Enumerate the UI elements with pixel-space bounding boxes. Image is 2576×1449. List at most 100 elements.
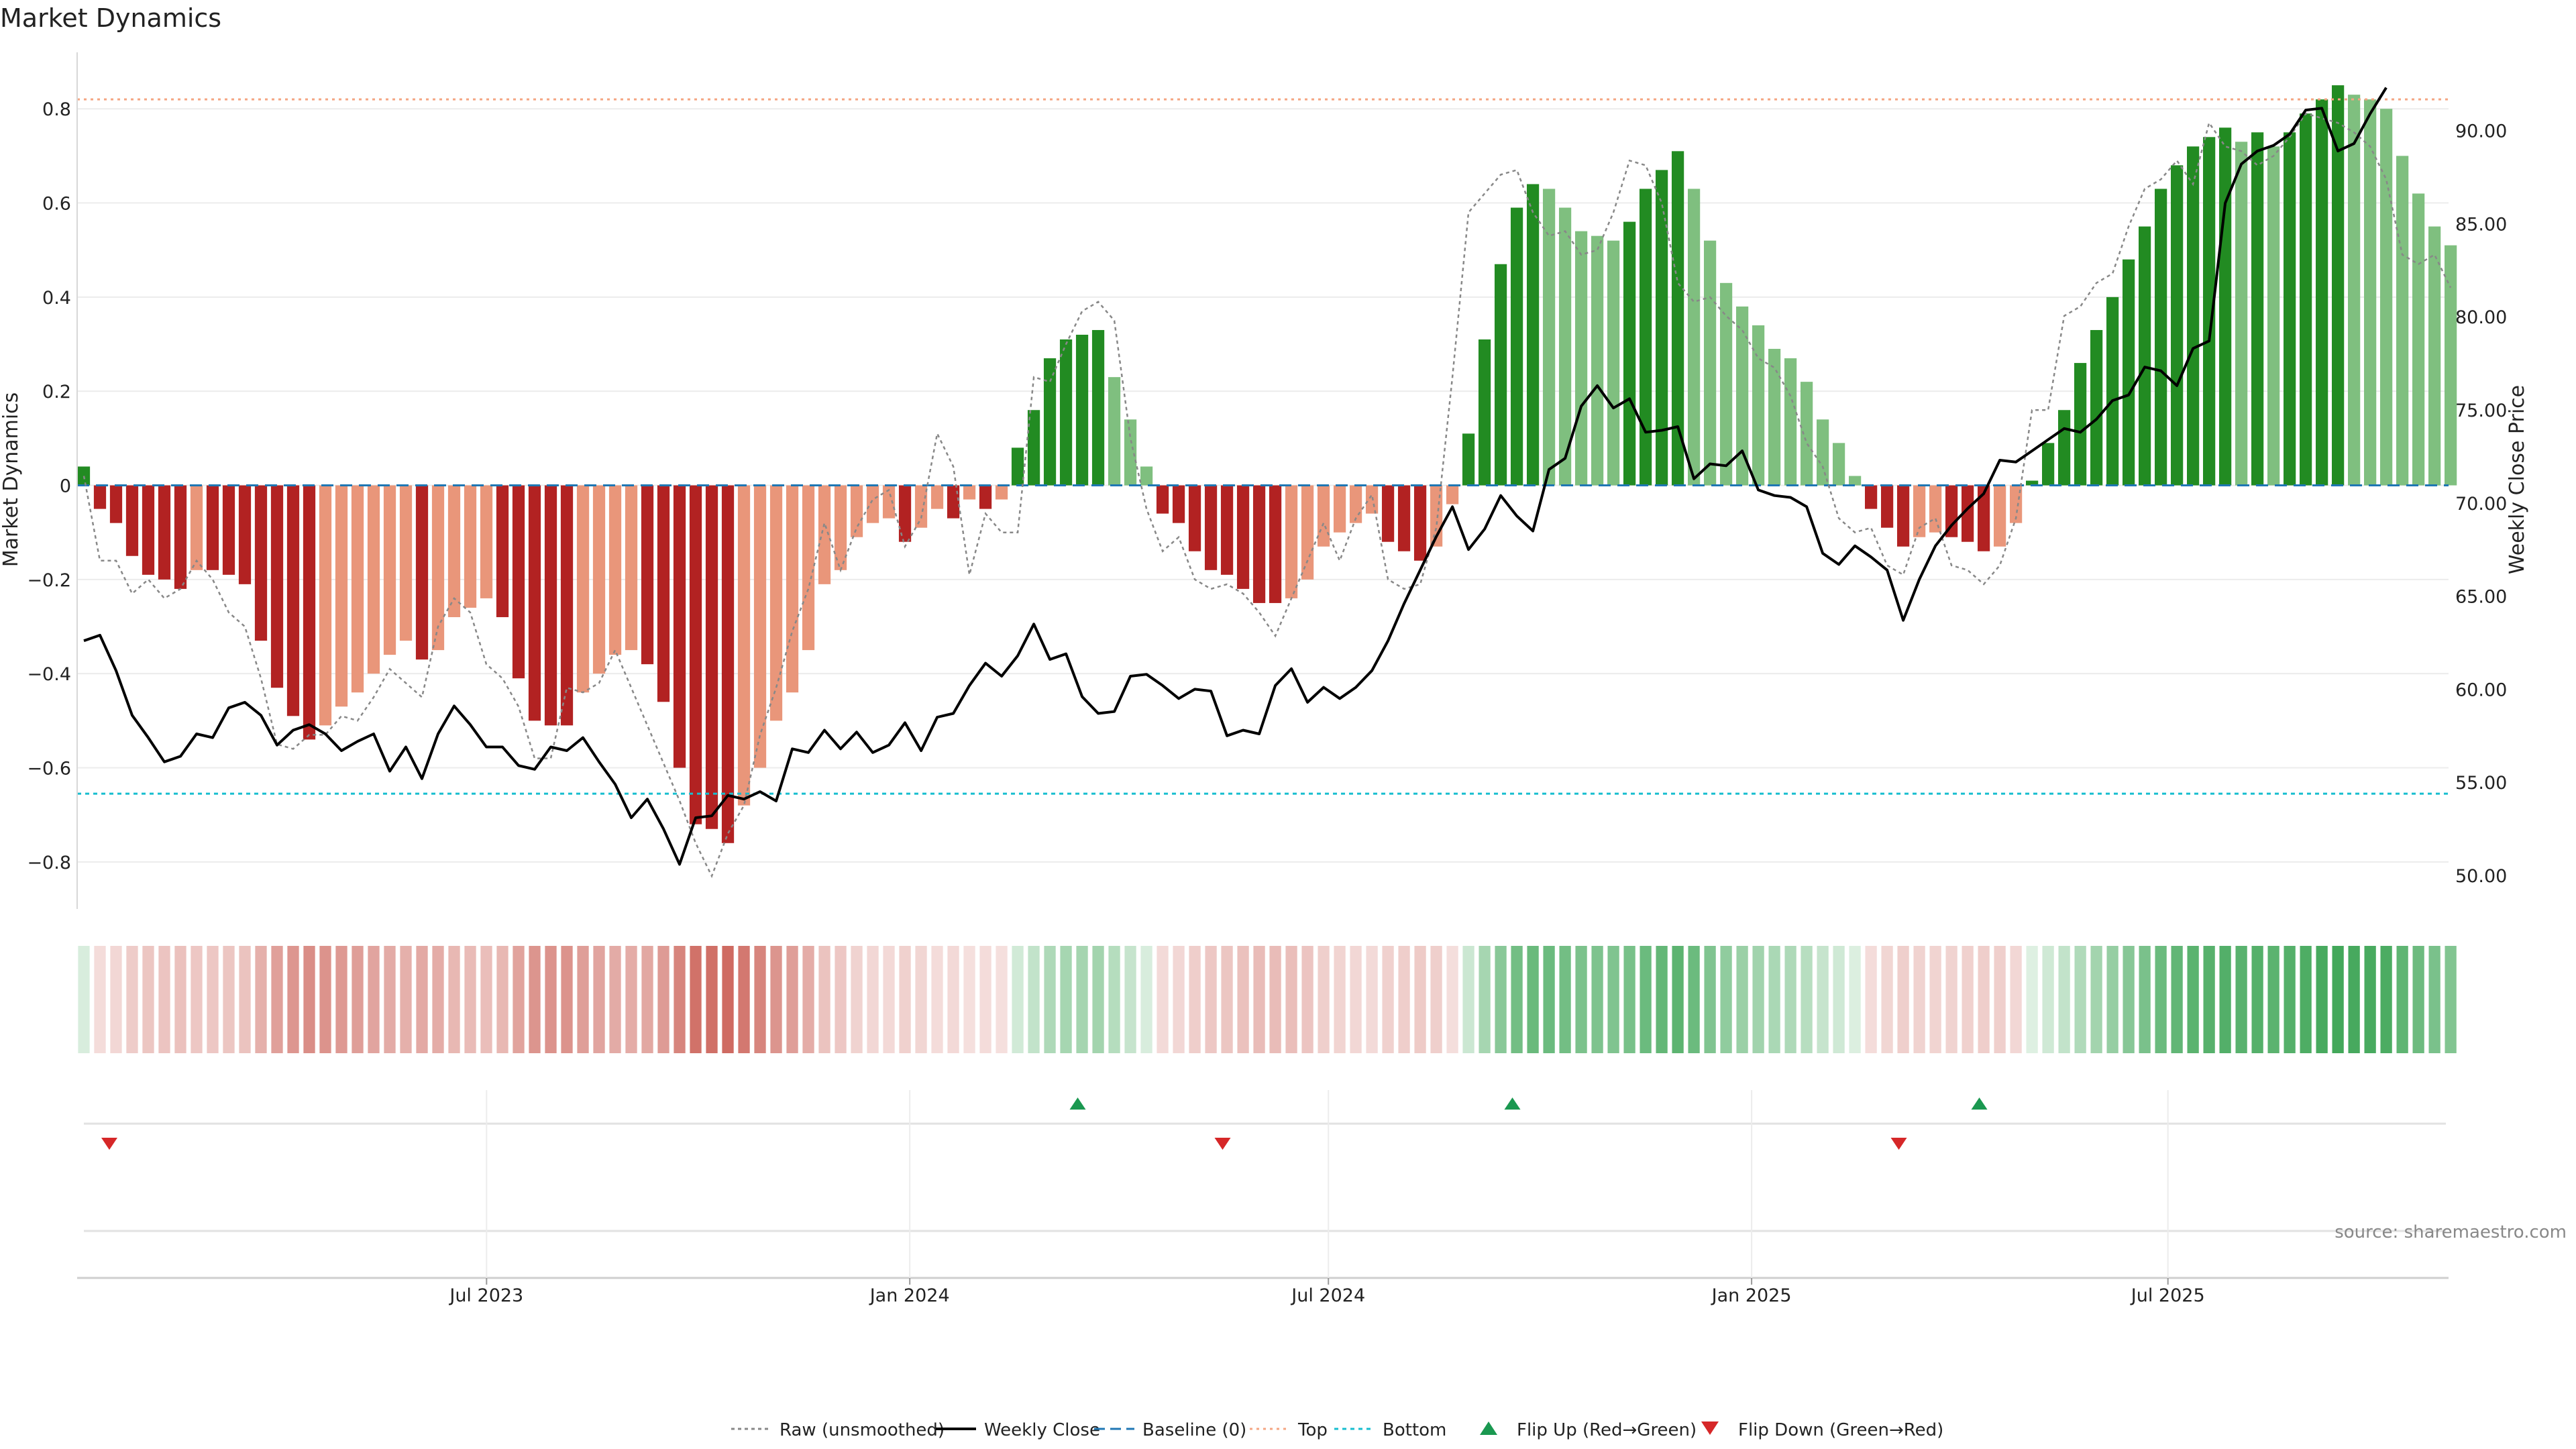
dynamics-bar (882, 485, 896, 519)
heat-cell (1108, 946, 1120, 1053)
dynamics-bar (1333, 485, 1346, 533)
heat-cell (593, 946, 605, 1053)
y-right-tick-label: 70.00 (2455, 494, 2507, 515)
y-left-tick-label: −0.8 (27, 853, 71, 873)
legend-label-flipup: Flip Up (Red→Green) (1517, 1420, 1697, 1440)
dynamics-bar (1896, 485, 1910, 547)
heat-cell (1543, 946, 1555, 1053)
dynamics-bar (222, 485, 235, 575)
heat-cell (448, 946, 460, 1053)
dynamics-bar (2396, 156, 2409, 486)
y-right-tick-label: 80.00 (2455, 307, 2507, 328)
dynamics-bar (1413, 485, 1427, 561)
heat-cell (1350, 946, 1362, 1053)
x-axis: Jul 2023 Jan 2024 Jul 2024 Jan 2025 Jul 2025 (448, 1278, 2205, 1306)
dynamics-bar (1591, 235, 1604, 486)
heat-cell (1479, 946, 1491, 1053)
heat-cell (1044, 946, 1056, 1053)
heat-cell (1784, 946, 1796, 1053)
dynamics-bar (608, 485, 622, 655)
dynamics-bar (270, 485, 284, 688)
heat-cell (1688, 946, 1700, 1053)
dynamics-bar (1687, 189, 1701, 486)
dynamics-bar (335, 485, 348, 707)
dynamics-bar (1156, 485, 1169, 514)
dynamics-bar (77, 466, 91, 486)
dynamics-bar (2284, 132, 2296, 486)
y-left-tick-label: 0.6 (42, 194, 71, 215)
heat-cell (2026, 946, 2038, 1053)
heat-cell (432, 946, 444, 1053)
heat-cell (2332, 946, 2344, 1053)
heat-cell (287, 946, 299, 1053)
heat-cell (2316, 946, 2328, 1053)
heat-cell (1865, 946, 1877, 1053)
heat-cell (963, 946, 975, 1053)
dynamics-bar (1381, 485, 1395, 542)
raw-line (83, 112, 2452, 879)
heat-cell (1881, 946, 1893, 1053)
heat-cell (1462, 946, 1474, 1053)
dynamics-bar (1671, 151, 1684, 486)
dynamics-bar (109, 485, 123, 523)
heat-cell (1640, 946, 1652, 1053)
heat-cell (2428, 946, 2440, 1053)
dynamics-bar (898, 485, 912, 542)
heat-cell (1929, 946, 1941, 1053)
dynamics-bar (142, 485, 155, 575)
dynamics-bar (1623, 221, 1636, 486)
heat-cell (996, 946, 1008, 1053)
heat-cell (1801, 946, 1813, 1053)
heat-cell (271, 946, 283, 1053)
heat-cell (625, 946, 637, 1053)
dynamics-bar (705, 485, 718, 829)
dynamics-bar (914, 485, 928, 528)
heat-cell (657, 946, 669, 1053)
dynamics-bar (1091, 329, 1105, 486)
dynamics-bar (1832, 443, 1845, 486)
dynamics-bar (1800, 382, 1813, 486)
heat-cell (899, 946, 911, 1053)
dynamics-bar (447, 485, 461, 617)
dynamics-bar (737, 485, 751, 806)
dynamics-bar (319, 485, 332, 726)
heat-cell (2412, 946, 2424, 1053)
dynamics-bar (1075, 334, 1089, 486)
dynamics-bar (1236, 485, 1250, 589)
dynamics-bar (818, 485, 831, 584)
heat-cell (1205, 946, 1217, 1053)
dynamics-bar (1510, 207, 1523, 486)
heat-cell (335, 946, 347, 1053)
heat-cell (2155, 946, 2167, 1053)
dynamics-bar (383, 485, 396, 655)
dynamics-bar (850, 485, 863, 537)
dynamics-bar (399, 485, 413, 641)
heat-cell (1736, 946, 1748, 1053)
close-series (83, 87, 2387, 866)
heat-cell (1028, 946, 1040, 1053)
heat-cell (915, 946, 927, 1053)
legend-swatch-flip-up (1480, 1421, 1497, 1435)
y-axis-left-label: Market Dynamics (0, 392, 23, 568)
dynamics-bar (238, 485, 252, 584)
heat-cell (1591, 946, 1603, 1053)
heat-cell (1366, 946, 1378, 1053)
dynamics-bar (1993, 485, 2006, 547)
dynamics-bar (254, 485, 268, 641)
dynamics-bar (1252, 485, 1266, 603)
heat-cell (770, 946, 782, 1053)
y-right-tick-label: 50.00 (2455, 866, 2507, 887)
y-left-tick-label: 0.8 (42, 99, 71, 120)
dynamics-bar (1977, 485, 1990, 551)
dynamics-bar (2009, 485, 2023, 523)
heat-strip (78, 946, 2457, 1053)
heat-cell (1656, 946, 1668, 1053)
heat-cell (2139, 946, 2151, 1053)
dynamics-bar (1269, 485, 1282, 603)
x-tick-label: Jul 2025 (2130, 1285, 2205, 1306)
heat-cell (529, 946, 541, 1053)
dynamics-bar (1574, 231, 1588, 486)
dynamics-bar (1526, 184, 1540, 486)
dynamics-bar (496, 485, 509, 617)
reference-lines (77, 98, 2449, 795)
